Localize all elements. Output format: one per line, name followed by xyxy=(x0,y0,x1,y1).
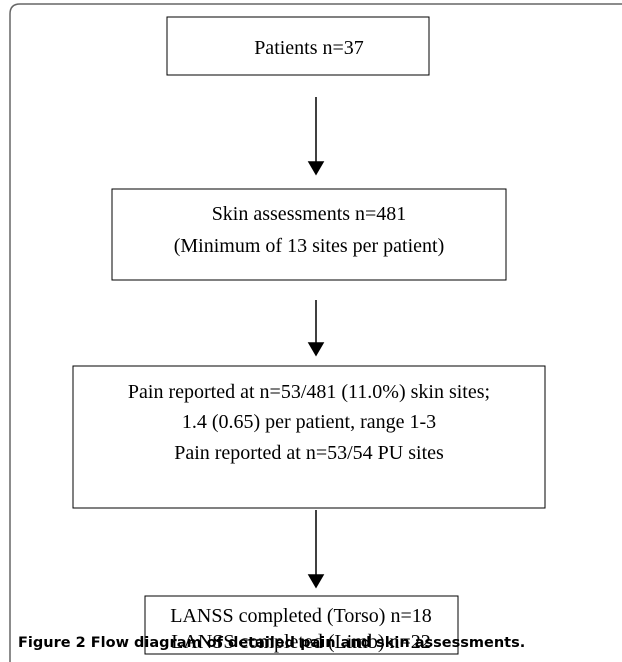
node-text: Pain reported at n=53/54 PU sites xyxy=(174,442,444,464)
arrows xyxy=(307,97,325,589)
node-text: LANSS completed (Torso) n=18 xyxy=(170,605,432,627)
frame xyxy=(9,3,622,662)
node-text: (Minimum of 13 sites per patient) xyxy=(174,235,445,257)
node-box xyxy=(72,365,546,509)
node-text: Patients n=37 xyxy=(254,37,364,59)
node-text: 1.4 (0.65) per patient, range 1-3 xyxy=(182,411,436,433)
node-text: LANSS completed (Limb) n=22 xyxy=(171,631,431,653)
node-text: Pain reported at n=53/481 (11.0%) skin s… xyxy=(128,381,490,403)
node-box xyxy=(166,16,430,76)
caption: Figure 2 Flow diagram of detailed pain a… xyxy=(18,635,525,651)
node-text: Skin assessments n=481 xyxy=(212,203,407,225)
node-box xyxy=(144,595,459,655)
node-box xyxy=(111,188,507,281)
